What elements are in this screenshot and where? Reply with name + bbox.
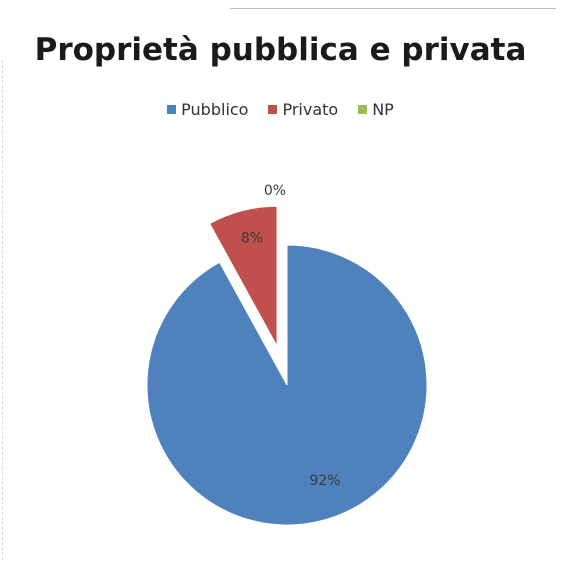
legend-item-privato: Privato [268,100,338,119]
legend-swatch-pubblico [167,105,177,114]
legend-item-pubblico: Pubblico [167,100,248,119]
chart-title: Proprietà pubblica e privata [34,32,527,68]
legend-label-privato: Privato [282,100,339,119]
legend-swatch-privato [268,105,278,114]
pie-slice-pubblico [146,244,428,526]
data-label-privato: 8% [241,231,263,247]
pie-slice-privato [208,205,278,347]
data-label-pubblico: 92% [309,473,340,489]
legend-label-pubblico: Pubblico [181,100,249,119]
legend-label-np: NP [372,100,394,119]
legend-swatch-np [358,105,368,114]
data-label-np: 0% [264,183,286,199]
chart-legend: Pubblico Privato NP [0,100,561,119]
left-divider [2,60,4,560]
top-divider [230,8,556,9]
legend-item-np: NP [358,100,394,119]
